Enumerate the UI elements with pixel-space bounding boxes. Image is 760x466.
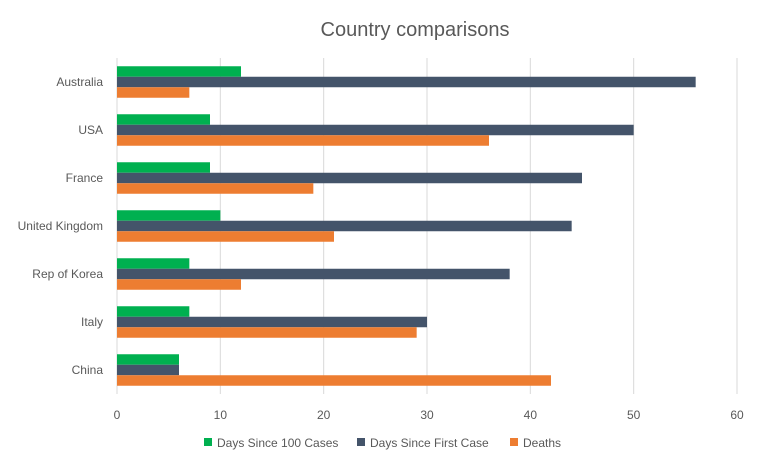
category-labels: Australia USA France United Kingdom Rep of K…	[18, 75, 104, 377]
bar	[117, 87, 190, 98]
category-label: Australia	[56, 75, 103, 89]
bar	[117, 279, 241, 290]
bar	[117, 268, 510, 280]
bar	[117, 220, 572, 232]
legend-label: Deaths	[523, 436, 561, 450]
bars	[117, 66, 696, 386]
x-tick-label: 50	[627, 408, 641, 422]
bar	[117, 76, 696, 88]
category-label: France	[66, 171, 104, 185]
bar	[117, 327, 417, 338]
bar	[117, 183, 314, 194]
x-tick-label: 40	[524, 408, 538, 422]
bar	[117, 210, 221, 221]
legend: Days Since 100 Cases Days Since First Cas…	[204, 436, 561, 450]
legend-swatch	[357, 438, 365, 446]
legend-label: Days Since First Case	[370, 436, 489, 450]
bar	[117, 375, 551, 386]
bar	[117, 306, 190, 317]
category-label: USA	[78, 123, 103, 137]
bar	[117, 258, 190, 269]
category-label: United Kingdom	[18, 219, 103, 233]
bar	[117, 172, 582, 184]
bar	[117, 66, 241, 77]
bar	[117, 231, 334, 242]
bar	[117, 124, 634, 136]
legend-label: Days Since 100 Cases	[217, 436, 338, 450]
legend-swatch	[510, 438, 518, 446]
x-tick-label: 60	[730, 408, 744, 422]
chart-title: Country comparisons	[321, 19, 510, 41]
bar	[117, 364, 179, 376]
x-tick-labels: 0 10 20 30 40 50 60	[114, 408, 744, 422]
bar	[117, 135, 489, 146]
x-tick-label: 0	[114, 408, 121, 422]
category-label: Italy	[81, 315, 103, 329]
bar	[117, 316, 427, 328]
x-tick-label: 10	[214, 408, 228, 422]
x-tick-label: 30	[420, 408, 434, 422]
bar	[117, 354, 179, 365]
category-label: Rep of Korea	[32, 267, 103, 281]
legend-swatch	[204, 438, 212, 446]
bar	[117, 114, 210, 125]
x-tick-label: 20	[317, 408, 331, 422]
bar	[117, 162, 210, 173]
category-label: China	[72, 363, 104, 377]
